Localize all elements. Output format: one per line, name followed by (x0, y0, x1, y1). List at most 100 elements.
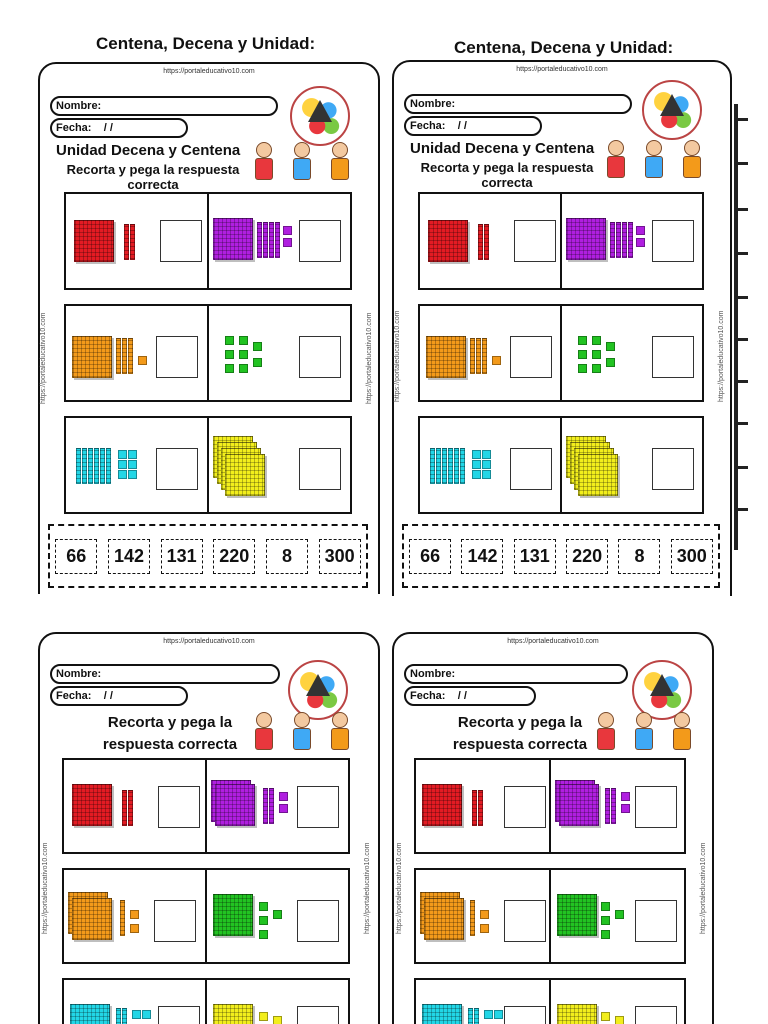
unit-cube (480, 924, 489, 933)
ten-rod (474, 1008, 479, 1024)
answer-box[interactable] (504, 786, 546, 828)
answer-card[interactable]: 8 (265, 538, 308, 574)
hundred-block (215, 784, 255, 826)
exercise-cell (66, 306, 209, 400)
answer-box[interactable] (635, 786, 677, 828)
ruler-tick (734, 208, 748, 211)
date-field[interactable]: Fecha: / / (50, 686, 188, 706)
answer-box[interactable] (299, 220, 341, 262)
exercise-cell (551, 870, 684, 962)
exercise-cell (66, 418, 209, 512)
school-logo (290, 86, 350, 146)
hundred-block (72, 336, 112, 378)
hundred-block (72, 784, 112, 826)
unit-cube (239, 364, 248, 373)
unit-cube (259, 1012, 268, 1021)
hundred-block (72, 898, 112, 940)
hundred-block (213, 218, 253, 260)
date-field[interactable]: Fecha: / / (404, 116, 542, 136)
kids-illustration (248, 712, 368, 758)
answer-box[interactable] (299, 448, 341, 490)
exercise-cell (207, 870, 348, 962)
name-field[interactable]: Nombre: (50, 664, 280, 684)
hundred-block (559, 784, 599, 826)
side-url-right: https://portaleducativo10.com (718, 310, 725, 402)
worksheet-title: Unidad Decena y Centena (410, 140, 595, 157)
name-field[interactable]: Nombre: (50, 96, 278, 116)
side-url-left: https://portaleducativo10.com (42, 842, 49, 934)
ten-rod (94, 448, 99, 484)
answer-card[interactable]: 8 (618, 538, 661, 574)
answer-box[interactable] (635, 1006, 677, 1024)
answer-box[interactable] (652, 220, 694, 262)
answer-card[interactable]: 142 (461, 538, 504, 574)
answer-box[interactable] (652, 336, 694, 378)
kid-head (684, 140, 700, 156)
answer-box[interactable] (158, 1006, 200, 1024)
ten-rod (478, 224, 483, 260)
unit-cube (253, 342, 262, 351)
kid-body (607, 156, 625, 178)
unit-cube (118, 460, 127, 469)
ten-rod (269, 788, 274, 824)
answer-box[interactable] (297, 1006, 339, 1024)
unit-cube (472, 470, 481, 479)
answer-card[interactable]: 131 (513, 538, 556, 574)
name-field[interactable]: Nombre: (404, 664, 628, 684)
ten-rod (122, 338, 127, 374)
answer-box[interactable] (297, 786, 339, 828)
answer-box[interactable] (652, 448, 694, 490)
unit-cube (578, 364, 587, 373)
unit-cube (225, 336, 234, 345)
answer-card[interactable]: 131 (160, 538, 203, 574)
answer-box[interactable] (297, 900, 339, 942)
hundred-block (566, 218, 606, 260)
answer-box[interactable] (299, 336, 341, 378)
school-logo (642, 80, 702, 140)
unit-cube (128, 450, 137, 459)
exercise-cell (420, 306, 562, 400)
unit-cube (283, 238, 292, 247)
name-field[interactable]: Nombre: (404, 94, 632, 114)
exercise-cell (420, 194, 562, 288)
exercise-cell (420, 418, 562, 512)
answer-box[interactable] (510, 336, 552, 378)
answer-card[interactable]: 66 (409, 538, 452, 574)
kid-body (293, 158, 311, 180)
kid-head (256, 142, 272, 158)
exercise-cell (562, 418, 702, 512)
hundred-block (422, 784, 462, 826)
ruler-tick (734, 338, 748, 341)
unit-cube (606, 358, 615, 367)
unit-cube (259, 930, 268, 939)
date-field[interactable]: Fecha: / / (50, 118, 188, 138)
answer-box[interactable] (160, 220, 202, 262)
answer-card[interactable]: 66 (55, 538, 98, 574)
ten-rod (263, 788, 268, 824)
answer-box[interactable] (154, 900, 196, 942)
worksheet-frame: https://portaleducativo10.com https://po… (38, 632, 380, 1024)
answer-card[interactable]: 300 (670, 538, 713, 574)
answer-box[interactable] (514, 220, 556, 262)
ten-rod (605, 788, 610, 824)
answer-card[interactable]: 300 (318, 538, 361, 574)
answer-box[interactable] (156, 336, 198, 378)
exercise-cell (66, 194, 209, 288)
unit-cube (482, 470, 491, 479)
ten-rod (430, 448, 435, 484)
answer-box[interactable] (158, 786, 200, 828)
date-field[interactable]: Fecha: / / (404, 686, 536, 706)
answer-card[interactable]: 220 (213, 538, 256, 574)
answer-box[interactable] (504, 900, 546, 942)
answer-box[interactable] (635, 900, 677, 942)
worksheet-instruction: Recorta y pega la respuesta correcta (420, 160, 594, 190)
answer-box[interactable] (510, 448, 552, 490)
ten-rod (470, 900, 475, 936)
ruler-tick (734, 296, 748, 299)
answer-box[interactable] (156, 448, 198, 490)
answer-card[interactable]: 220 (566, 538, 609, 574)
hundred-block (70, 1004, 110, 1024)
answer-box[interactable] (504, 1006, 546, 1024)
answer-card[interactable]: 142 (107, 538, 150, 574)
worksheet-instruction: Recorta y pega la respuesta correcta (452, 714, 588, 753)
